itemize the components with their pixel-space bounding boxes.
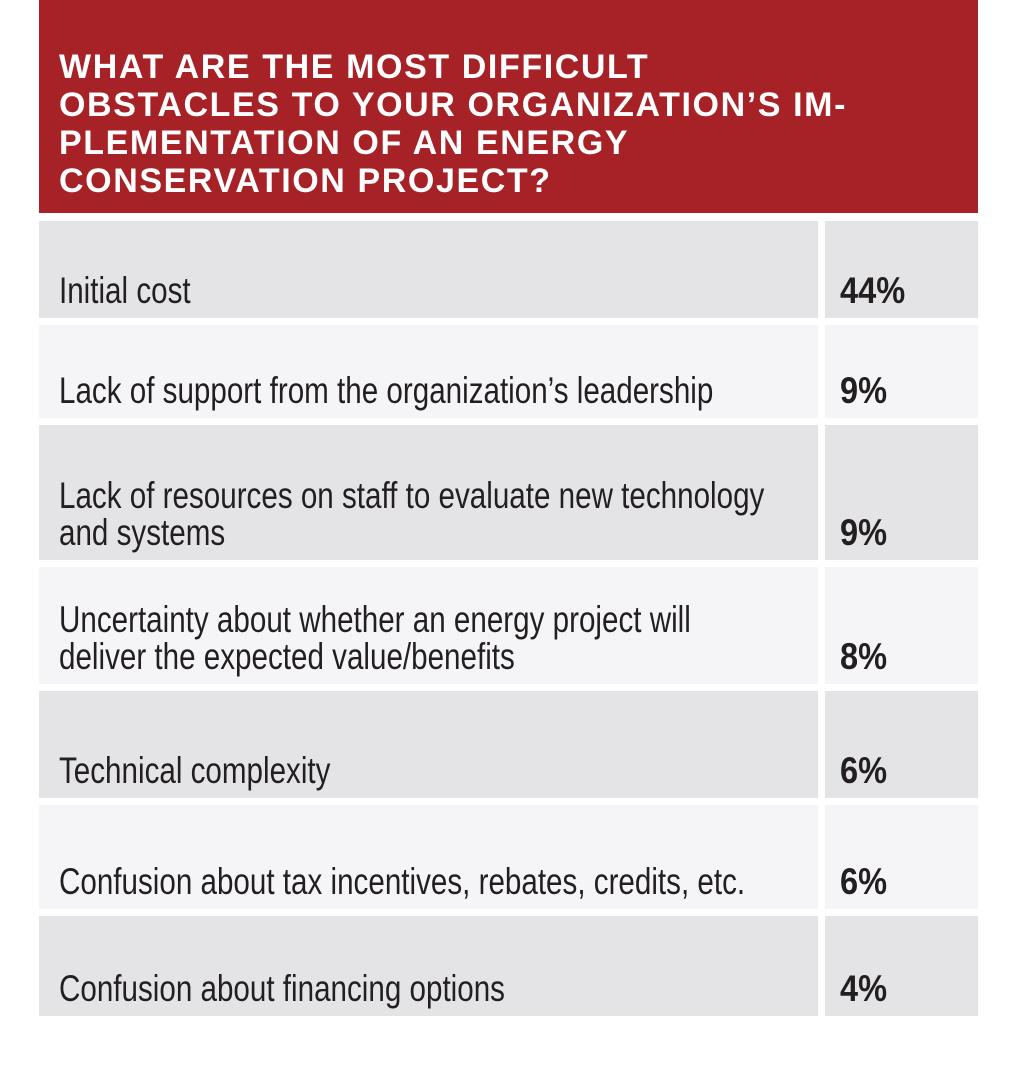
obstacle-label-cell: Uncertainty about whether an energy proj… bbox=[39, 567, 818, 684]
obstacle-label: Uncertainty about whether an energy proj… bbox=[59, 601, 691, 675]
obstacle-label-line: deliver the expected value/benefits bbox=[59, 636, 515, 677]
percentage-value: 6% bbox=[840, 750, 888, 791]
obstacle-label-cell: Confusion about tax incentives, rebates,… bbox=[39, 805, 818, 909]
obstacle-label-cell: Initial cost bbox=[39, 221, 818, 318]
table-row: Confusion about tax incentives, rebates,… bbox=[39, 805, 978, 909]
percentage-value: 9% bbox=[840, 370, 888, 411]
percentage-value: 44% bbox=[840, 270, 906, 311]
obstacle-label-cell: Technical complexity bbox=[39, 691, 818, 798]
obstacle-label-cell: Confusion about financing options bbox=[39, 916, 818, 1016]
percentage-cell: 6% bbox=[825, 805, 978, 909]
obstacle-label: Confusion about financing options bbox=[59, 970, 505, 1007]
percentage-cell: 9% bbox=[825, 325, 978, 418]
percentage-value: 4% bbox=[840, 968, 888, 1009]
table-row: Initial cost 44% bbox=[39, 221, 978, 318]
percentage-cell: 44% bbox=[825, 221, 978, 318]
obstacle-label: Lack of resources on staff to evaluate n… bbox=[59, 477, 764, 551]
obstacle-label-line: Uncertainty about whether an energy proj… bbox=[59, 599, 691, 640]
percentage-cell: 8% bbox=[825, 567, 978, 684]
question-header-line: CONSERVATION PROJECT? bbox=[59, 162, 552, 200]
question-header: WHAT ARE THE MOST DIFFICULT OBSTACLES TO… bbox=[39, 0, 978, 213]
obstacle-label: Technical complexity bbox=[59, 752, 330, 789]
obstacle-label-cell: Lack of support from the organization’s … bbox=[39, 325, 818, 418]
obstacle-label-line: Confusion about tax incentives, rebates,… bbox=[59, 861, 746, 902]
percentage-cell: 6% bbox=[825, 691, 978, 798]
obstacle-label-line: and systems bbox=[59, 512, 226, 553]
percentage-value: 8% bbox=[840, 636, 888, 677]
question-header-line: OBSTACLES TO YOUR ORGANIZATION’S IM- bbox=[59, 86, 847, 124]
table-row: Lack of support from the organization’s … bbox=[39, 325, 978, 418]
question-header-line: PLEMENTATION OF AN ENERGY bbox=[59, 124, 630, 162]
obstacle-label-line: Technical complexity bbox=[59, 750, 331, 791]
obstacle-label: Confusion about tax incentives, rebates,… bbox=[59, 863, 745, 900]
percentage-cell: 4% bbox=[825, 916, 978, 1016]
obstacle-label-line: Lack of support from the organization’s … bbox=[59, 370, 714, 411]
obstacle-label-cell: Lack of resources on staff to evaluate n… bbox=[39, 425, 818, 560]
table-row: Confusion about financing options 4% bbox=[39, 916, 978, 1016]
table-row: Technical complexity 6% bbox=[39, 691, 978, 798]
percentage-value: 6% bbox=[840, 861, 888, 902]
table-row: Lack of resources on staff to evaluate n… bbox=[39, 425, 978, 560]
table-row: Uncertainty about whether an energy proj… bbox=[39, 567, 978, 684]
question-header-line: WHAT ARE THE MOST DIFFICULT bbox=[59, 48, 650, 86]
percentage-cell: 9% bbox=[825, 425, 978, 560]
percentage-value: 9% bbox=[840, 512, 888, 553]
obstacle-label-line: Confusion about financing options bbox=[59, 968, 505, 1009]
results-table: Initial cost 44% Lack of support from th… bbox=[39, 221, 978, 1016]
obstacle-label: Initial cost bbox=[59, 272, 191, 309]
obstacle-label: Lack of support from the organization’s … bbox=[59, 372, 713, 409]
obstacle-label-line: Lack of resources on staff to evaluate n… bbox=[59, 475, 765, 516]
obstacle-label-line: Initial cost bbox=[59, 270, 191, 311]
